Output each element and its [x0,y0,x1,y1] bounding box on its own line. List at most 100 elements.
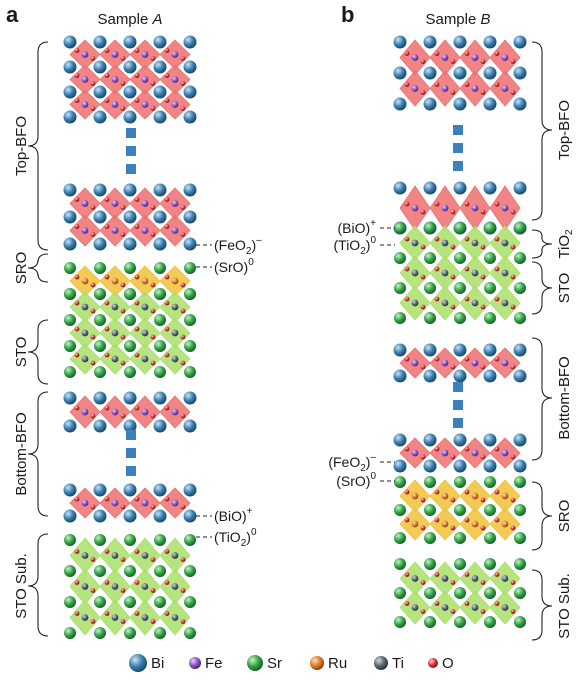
ru-atom [141,277,149,285]
gap-bar [453,400,463,410]
o-atom [450,90,456,95]
o-atom [494,201,500,207]
bi-atom [423,343,437,357]
o-atom [120,308,126,314]
brace-b-label-sto: STO [556,273,573,304]
fe-atom [111,227,119,234]
o-atom [164,274,170,280]
o-atom [180,504,186,510]
ti-atom [441,604,449,611]
bi-atom [123,85,137,99]
bi-atom [63,237,77,251]
panel-b-crystal-stack [393,35,527,628]
ti-atom [171,614,179,621]
o-atom [164,48,170,53]
bi-atom [63,110,77,124]
sr-atom [394,532,406,544]
brace-a-sto [27,319,49,385]
bi-atom [423,433,437,447]
legend-item-ti: Ti [374,655,404,672]
ti-atom [81,614,89,621]
term-a-feo2: (FeO2)– [214,235,262,257]
bi-atom [453,97,467,111]
sr-atom [184,534,196,546]
sr-atom [124,288,136,300]
bi-atom [453,35,467,49]
o-atom [90,557,96,562]
bi-atom [513,181,527,195]
o-atom [404,296,410,302]
o-atom [494,266,500,272]
fe-atom [141,227,149,234]
o-atom [480,274,486,280]
o-atom [510,209,516,215]
sr-atom [424,252,436,264]
o-atom [104,580,110,585]
sr-atom [454,587,466,599]
ti-atom [501,604,509,611]
bi-atom [93,483,107,497]
o-atom [74,274,80,280]
gap-bar [453,125,463,135]
fe-atom [441,204,449,212]
panel-b-terminations: (BiO)+ (TiO2)0 (FeO2)– (SrO)0 [328,218,395,489]
bi-atom [93,85,107,99]
o-atom [120,413,126,419]
sr-atom [394,558,406,570]
sr-atom [424,587,436,599]
ti-atom [441,269,449,277]
panel-a-crystal-stack [63,35,197,639]
o-atom [510,244,516,250]
o-atom [120,81,126,86]
brace-a-sro [27,253,49,283]
sr-atom [514,252,526,264]
gap-bar [126,430,136,440]
o-atom [90,504,96,510]
bi-atom-icon [129,654,147,672]
brace-b-sto [531,261,553,315]
sr-atom [94,262,106,274]
ti-atom [81,552,89,559]
ti-atom [471,604,479,611]
brace-a-sto-sub [27,533,49,637]
bi-atom [513,97,527,111]
fe-atom [441,359,449,367]
bi-atom [153,419,167,433]
o-atom [164,405,170,411]
o-atom [420,90,426,95]
brace-b-sto-sub [531,569,553,641]
bi-atom [153,85,167,99]
o-atom [150,588,156,593]
o-atom [480,525,486,531]
legend-item-o: O [428,655,454,672]
ti-atom [111,583,119,590]
o-atom [164,224,170,229]
bi-atom [393,181,407,195]
o-atom [164,352,170,358]
bi-atom [153,183,167,197]
sr-atom [124,262,136,274]
sr-atom [514,504,526,516]
fe-atom [141,408,149,416]
fe-atom [441,85,449,92]
fe-atom [411,85,419,92]
o-atom [450,525,456,531]
bi-atom [123,483,137,497]
o-atom [510,525,516,531]
o-atom [104,352,110,358]
sr-atom [424,616,436,628]
bi-atom [393,369,407,383]
sr-atom [124,314,136,326]
sr-atom [424,532,436,544]
o-atom [180,205,186,210]
o-atom [494,236,500,242]
bi-atom [93,509,107,523]
fe-atom [411,359,419,367]
bi-atom [183,210,197,224]
bi-atom [513,433,527,447]
fe-atom [141,51,149,58]
bi-atom [483,343,497,357]
o-atom [180,282,186,288]
bi-atom [393,35,407,49]
legend-item-fe: Fe [189,655,223,672]
